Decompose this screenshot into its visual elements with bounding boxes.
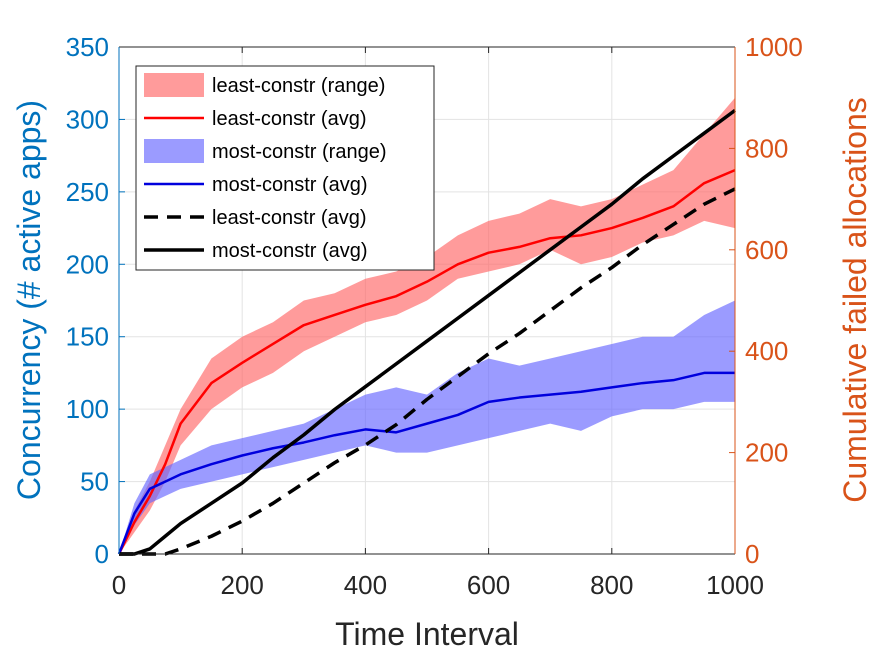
series-line-3 [117,371,735,555]
left-y-tick-label: 350 [66,32,109,62]
right-y-tick-label: 400 [745,336,788,366]
left-y-tick-labels: 0 50 100 150 200 250 300 350 [66,32,109,569]
x-tick-label: 200 [221,570,264,600]
left-y-tick-label: 200 [66,249,109,279]
legend-label: most-constr (avg) [212,174,368,196]
series-band-0 [119,97,735,554]
legend-box [135,65,435,271]
legend-label: least-constr (range) [212,75,385,97]
legend-label: most-constr (range) [212,141,387,163]
left-y-tick-label: 250 [66,177,109,207]
series-line-1 [117,168,736,555]
x-tick-label: 800 [590,570,633,600]
legend: least-constr (range) least-constr (avg) mo… [135,65,435,271]
left-y-tick-label: 300 [66,104,109,134]
series-band-2 [119,300,735,554]
left-y-tick-label: 50 [80,467,109,497]
legend-label: least-constr (avg) [212,108,367,130]
right-y-tick-label: 200 [745,438,788,468]
right-y-tick-label: 1000 [745,32,803,62]
range-bands [119,97,735,554]
left-y-tick-label: 150 [66,322,109,352]
legend-swatch-band [144,73,204,97]
right-y-tick-label: 0 [745,539,759,569]
x-tick-label: 1000 [706,570,764,600]
series-line-5 [119,108,737,556]
axes [118,46,736,555]
x-tick-label: 400 [344,570,387,600]
series-line-4 [119,187,736,556]
series-lines [117,108,737,556]
x-tick-label: 0 [112,570,126,600]
left-y-tick-label: 0 [95,539,109,569]
right-y-tick-labels: 0 200 400 600 800 1000 [745,32,803,569]
x-tick-label: 600 [467,570,510,600]
x-tick-labels: 0 200 400 600 800 1000 [112,570,764,600]
left-y-tick-label: 100 [66,394,109,424]
left-y-axis-label: Concurrency (# active apps) [11,100,47,500]
legend-label: least-constr (avg) [212,207,367,229]
right-y-tick-label: 800 [745,133,788,163]
x-axis-label: Time Interval [335,616,519,652]
right-y-axis-label: Cumulative failed allocations [837,97,873,503]
legend-swatch-band [144,139,204,163]
legend-label: most-constr (avg) [212,240,368,262]
right-y-tick-label: 600 [745,235,788,265]
